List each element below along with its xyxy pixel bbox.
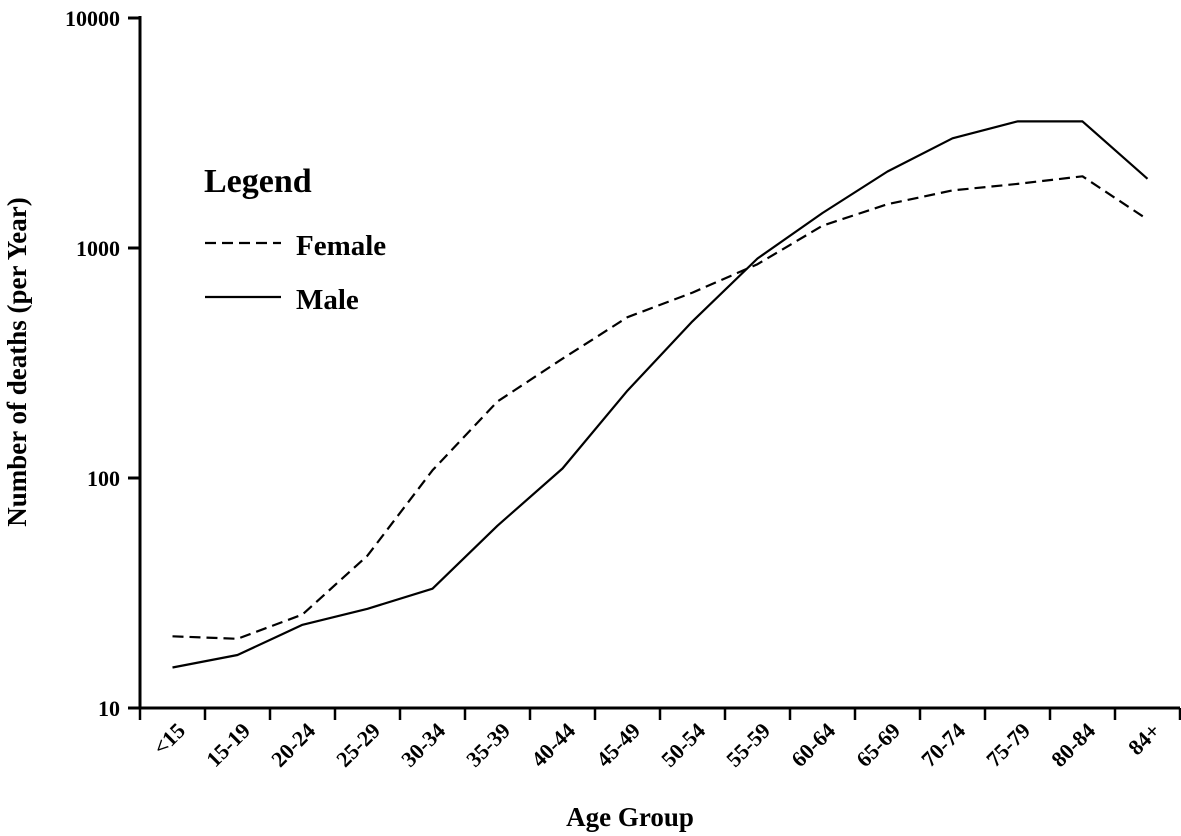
- x-tick-label: 70-74: [916, 718, 970, 772]
- x-tick-label: 80-84: [1046, 718, 1100, 772]
- x-axis-label: Age Group: [566, 802, 694, 832]
- x-tick-label: 60-64: [786, 718, 840, 772]
- legend: Legend Female Male: [204, 163, 386, 316]
- x-ticks: <15 15-19 20-24 25-29 30-34 35-39 40-44 45-49 50…: [138, 708, 1181, 772]
- x-tick-label: 75-79: [981, 718, 1035, 772]
- x-tick-label: 35-39: [461, 718, 515, 772]
- y-tick-label: 10: [98, 696, 120, 721]
- x-tick-label: 20-24: [266, 718, 320, 772]
- series-line-female: [172, 175, 1149, 640]
- series-lines: [172, 120, 1149, 669]
- x-tick-label: 50-54: [656, 718, 710, 772]
- y-axis-label: Number of deaths (per Year): [2, 197, 32, 526]
- legend-label-female: Female: [296, 230, 386, 262]
- legend-label-male: Male: [296, 284, 359, 316]
- x-tick-label: 84+: [1123, 718, 1165, 760]
- y-ticks: 10 100 1000 10000: [65, 6, 140, 721]
- x-tick-label: 45-49: [591, 718, 645, 772]
- legend-title: Legend: [204, 163, 312, 200]
- x-tick-label: <15: [148, 718, 190, 760]
- y-tick-label: 100: [87, 466, 120, 491]
- y-tick-label: 1000: [76, 236, 120, 261]
- x-tick-label: 25-29: [331, 718, 385, 772]
- series-line-male: [172, 120, 1149, 669]
- x-tick-label: 15-19: [201, 718, 255, 772]
- x-tick-label: 65-69: [851, 718, 905, 772]
- x-tick-label: 30-34: [396, 718, 450, 772]
- x-tick-label: 55-59: [721, 718, 775, 772]
- x-tick-label: 40-44: [526, 718, 580, 772]
- y-tick-label: 10000: [65, 6, 120, 31]
